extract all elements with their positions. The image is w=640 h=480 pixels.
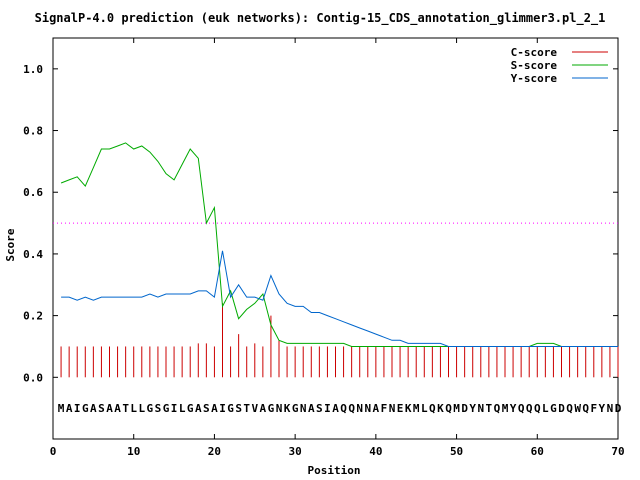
- sequence-letter: M: [413, 402, 420, 415]
- sequence-letter: A: [195, 402, 202, 415]
- sequence-letter: S: [203, 402, 210, 415]
- sequence-letter: Y: [599, 402, 606, 415]
- chart-title: SignalP-4.0 prediction (euk networks): C…: [35, 11, 606, 26]
- sequence-letter: G: [227, 402, 234, 415]
- x-axis-label: Position: [308, 464, 361, 477]
- sequence-letter: A: [211, 402, 218, 415]
- sequence-letter: M: [502, 402, 509, 415]
- legend-label: Y-score: [511, 72, 558, 85]
- sequence-letter: N: [477, 402, 484, 415]
- y-tick-label: 0.0: [23, 371, 43, 384]
- sequence-letter: I: [324, 402, 331, 415]
- sequence-letter: A: [308, 402, 315, 415]
- s-score-line: [60, 142, 618, 347]
- sequence-letter: Q: [566, 402, 573, 415]
- sequence-letter: K: [405, 402, 412, 415]
- y-tick-label: 0.8: [23, 125, 43, 138]
- sequence-letter: G: [187, 402, 194, 415]
- sequence-letter: G: [163, 402, 170, 415]
- sequence-letter: S: [235, 402, 242, 415]
- x-tick-label: 0: [50, 445, 57, 458]
- sequence-letter: N: [276, 402, 283, 415]
- sequence-letter: G: [82, 402, 89, 415]
- sequence-letter: M: [453, 402, 460, 415]
- sequence-letter: A: [114, 402, 121, 415]
- plot-area: 0 10 20 30 40 50 60 700.00.20.40.60.81.0M A I G A S A…: [23, 37, 625, 458]
- sequence-letter: G: [147, 402, 154, 415]
- sequence-letter: I: [219, 402, 226, 415]
- sequence-letter: T: [122, 402, 129, 415]
- sequence-letter: L: [421, 402, 428, 415]
- y-tick-label: 0.4: [23, 248, 43, 261]
- sequence-letter: L: [130, 402, 137, 415]
- sequence-letter: S: [155, 402, 162, 415]
- sequence-letter: L: [542, 402, 549, 415]
- sequence-letter: N: [389, 402, 396, 415]
- sequence-letter: Y: [469, 402, 476, 415]
- sequence-letter: W: [574, 402, 581, 415]
- x-tick-label: 60: [531, 445, 544, 458]
- sequence-letter: A: [332, 402, 339, 415]
- sequence-letter: Q: [534, 402, 541, 415]
- sequence-letter: V: [251, 402, 258, 415]
- sequence-letter: F: [381, 402, 388, 415]
- x-tick-label: 70: [611, 445, 624, 458]
- sequence-letter: G: [292, 402, 299, 415]
- x-tick-label: 30: [289, 445, 302, 458]
- x-tick-label: 40: [369, 445, 382, 458]
- sequence-letter: L: [179, 402, 186, 415]
- sequence-letter: G: [268, 402, 275, 415]
- y-tick-label: 1.0: [23, 63, 43, 76]
- y-tick-label: 0.2: [23, 310, 43, 323]
- y-score-line: [61, 250, 618, 347]
- sequence-letter: Q: [518, 402, 525, 415]
- legend-label: C-score: [511, 46, 558, 59]
- sequence-letter: D: [558, 402, 565, 415]
- y-tick-label: 0.6: [23, 186, 43, 199]
- sequence-letter: G: [550, 402, 557, 415]
- sequence-letter: N: [356, 402, 363, 415]
- sequence-letter: T: [243, 402, 250, 415]
- sequence-letter: F: [590, 402, 597, 415]
- sequence-letter: A: [260, 402, 267, 415]
- x-tick-label: 50: [450, 445, 463, 458]
- sequence-letter: N: [364, 402, 371, 415]
- sequence-letter: Y: [510, 402, 517, 415]
- sequence-letter: Q: [526, 402, 533, 415]
- sequence-letter: E: [397, 402, 404, 415]
- sequence-letter: A: [66, 402, 73, 415]
- sequence-letter: N: [607, 402, 614, 415]
- sequence-letter: A: [373, 402, 380, 415]
- sequence-letter: A: [90, 402, 97, 415]
- sequence-letter: S: [316, 402, 323, 415]
- sequence-letter: Q: [582, 402, 589, 415]
- sequence-letter: Q: [445, 402, 452, 415]
- y-axis-label: Score: [4, 228, 17, 261]
- legend-label: S-score: [511, 59, 558, 72]
- plot-border: [52, 37, 619, 440]
- x-tick-label: 20: [208, 445, 221, 458]
- sequence-letter: D: [615, 402, 622, 415]
- sequence-letter: N: [300, 402, 307, 415]
- sequence-letter: I: [171, 402, 178, 415]
- sequence-letter: A: [106, 402, 113, 415]
- sequence-letter: Q: [494, 402, 501, 415]
- sequence-letter: I: [74, 402, 81, 415]
- sequence-letter: Q: [340, 402, 347, 415]
- sequence-letter: M: [58, 402, 65, 415]
- sequence-letter: L: [138, 402, 145, 415]
- x-tick-label: 10: [127, 445, 140, 458]
- sequence-letter: K: [437, 402, 444, 415]
- sequence-letter: Q: [348, 402, 355, 415]
- sequence-letter: T: [486, 402, 493, 415]
- sequence-letter: D: [461, 402, 468, 415]
- sequence-letter: S: [98, 402, 105, 415]
- sequence-letter: K: [284, 402, 291, 415]
- sequence-letter: Q: [429, 402, 436, 415]
